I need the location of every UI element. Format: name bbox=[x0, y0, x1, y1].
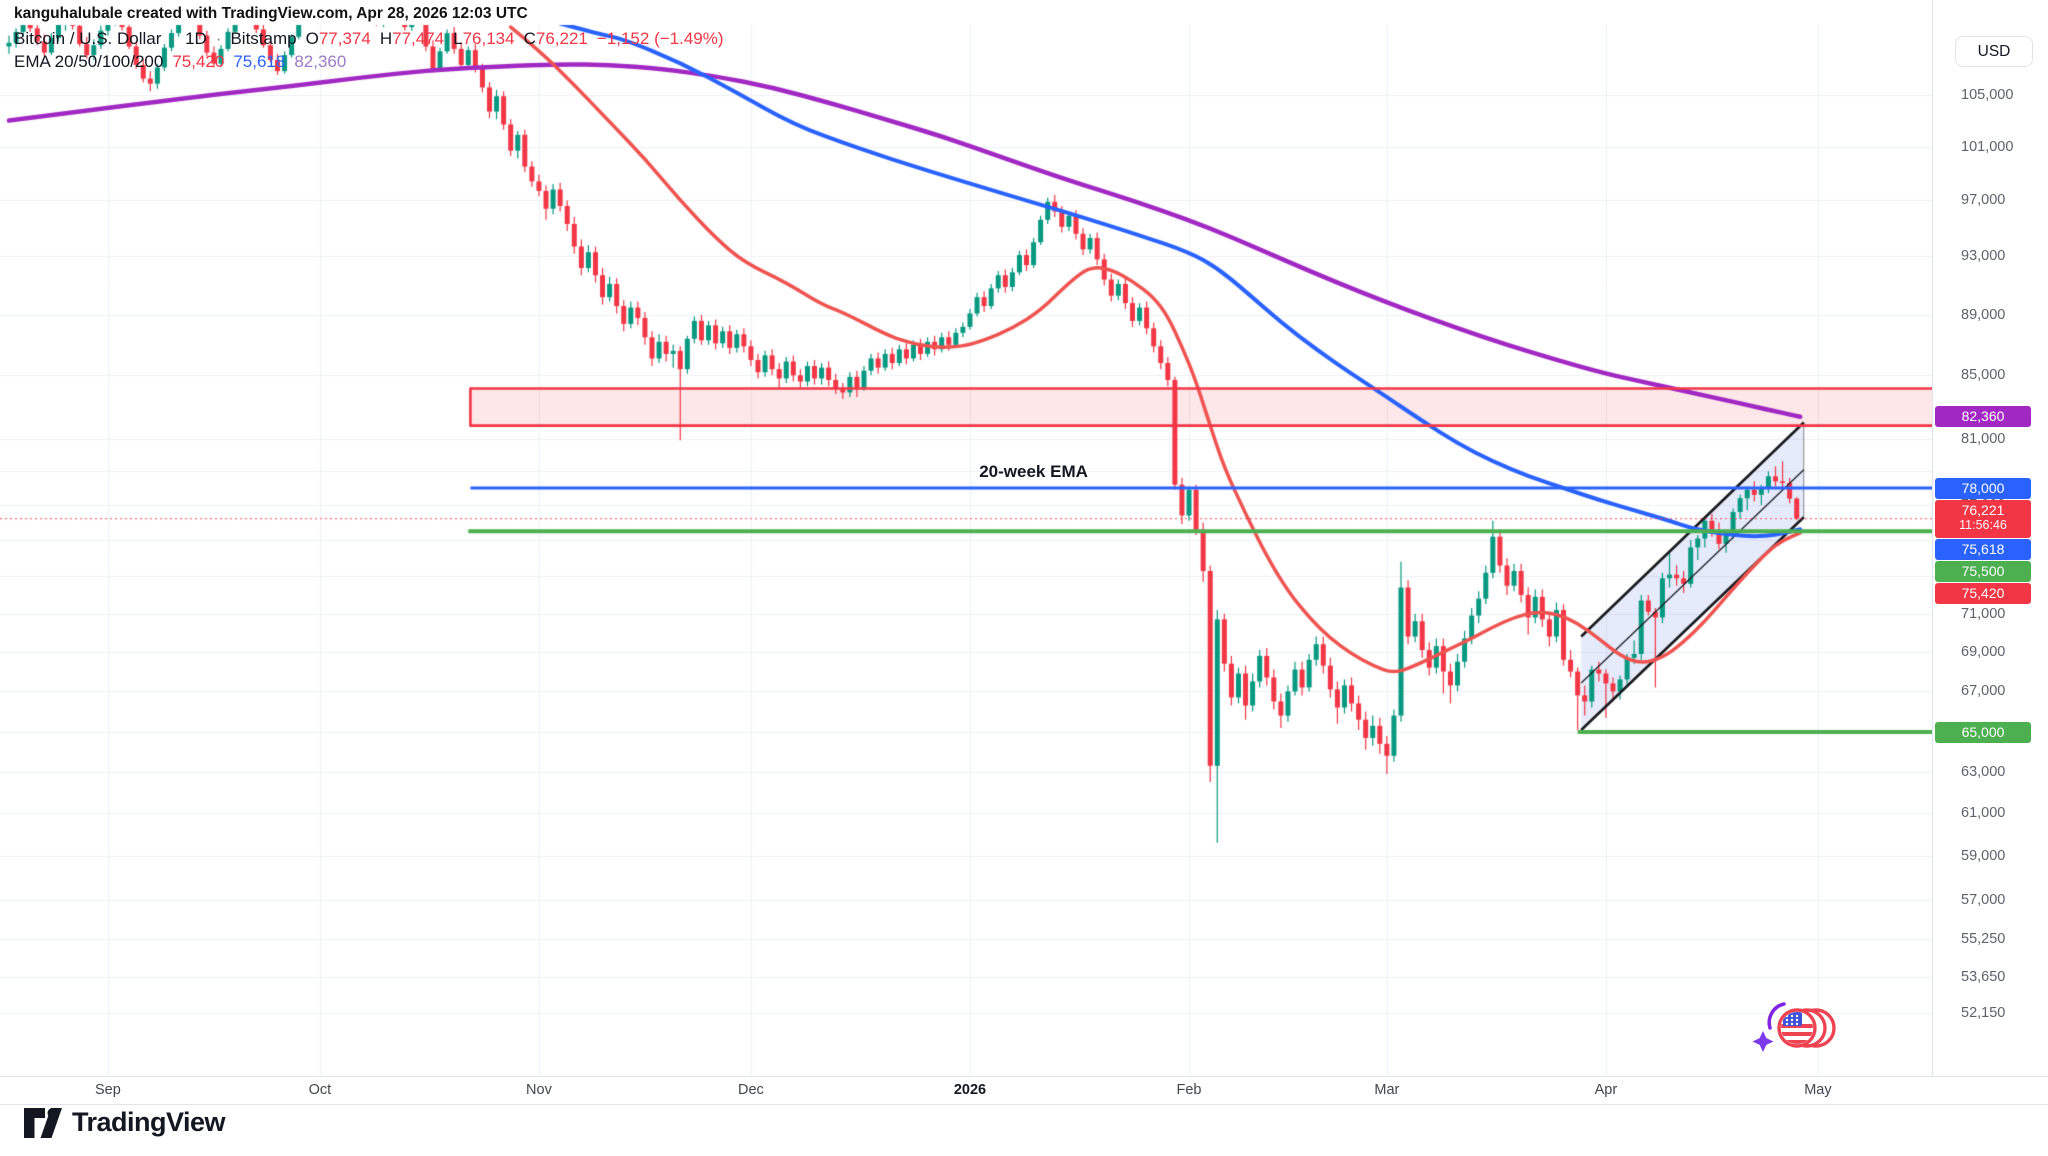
price-tick: 55,250 bbox=[1961, 931, 2006, 948]
ema-value-200: 82,360 bbox=[294, 52, 347, 71]
ohlc-low: L76,134 bbox=[453, 29, 515, 48]
ema-value-100: 75,618 bbox=[233, 52, 286, 71]
price-axis[interactable]: USD 105,000 101,000 97,000 93,000 89,000 85,0… bbox=[1932, 0, 2048, 1103]
ema-value-20: 75,420 bbox=[172, 52, 225, 71]
watermark: kanguhalubale created with TradingView.c… bbox=[14, 5, 528, 22]
time-axis-label-Mar: Mar bbox=[1374, 1082, 1400, 1098]
price-tick: 101,000 bbox=[1961, 138, 2014, 155]
time-axis-label-Sep: Sep bbox=[95, 1082, 121, 1098]
price-tick: 57,000 bbox=[1961, 891, 2006, 908]
price-tick: 97,000 bbox=[1961, 192, 2006, 209]
price-label-82360: 82,360 bbox=[1935, 406, 2031, 428]
legend-symbol-row[interactable]: Bitcoin / U.S. Dollar · 1D · Bitstamp O7… bbox=[14, 29, 724, 52]
ohlc-open: O77,374 bbox=[305, 29, 371, 48]
price-tick: 69,000 bbox=[1961, 643, 2006, 660]
legend: Bitcoin / U.S. Dollar · 1D · Bitstamp O7… bbox=[14, 29, 724, 75]
price-tick: 53,650 bbox=[1961, 968, 2006, 985]
price-label-75618: 75,618 bbox=[1935, 538, 2031, 560]
change-value: −1,152 (−1.49%) bbox=[596, 29, 724, 48]
time-axis-label-Apr: Apr bbox=[1594, 1082, 1618, 1098]
price-tick: 81,000 bbox=[1961, 430, 2006, 447]
time-axis-label-Feb: Feb bbox=[1176, 1082, 1202, 1098]
price-tick: 85,000 bbox=[1961, 367, 2006, 384]
ohlc-high: H77,474 bbox=[379, 29, 445, 48]
price-tick: 71,000 bbox=[1961, 605, 2006, 622]
price-tick: 105,000 bbox=[1961, 87, 2014, 103]
sparkle-icon bbox=[1752, 1031, 1774, 1052]
ema-label: EMA 20/50/100/200 bbox=[14, 52, 164, 71]
time-axis-label-May: May bbox=[1804, 1082, 1832, 1098]
time-axis-label-Oct: Oct bbox=[308, 1082, 332, 1098]
currency-button[interactable]: USD bbox=[1955, 36, 2033, 67]
price-tick: 59,000 bbox=[1961, 847, 2006, 864]
price-tick: 93,000 bbox=[1961, 248, 2006, 265]
annotation-20-week-ema[interactable]: 20-week EMA bbox=[979, 462, 1088, 482]
price-tick: 67,000 bbox=[1961, 683, 2006, 700]
separator: · bbox=[170, 29, 177, 48]
tradingview-brand-text: TradingView bbox=[72, 1107, 226, 1137]
price-tick: 63,000 bbox=[1961, 763, 2006, 780]
ohlc-close: C76,221 bbox=[523, 29, 588, 48]
price-label-76221: 76,221 11:56:46 bbox=[1935, 499, 2031, 538]
time-axis-label-Dec: Dec bbox=[738, 1082, 764, 1098]
countdown-timer: 11:56:46 bbox=[1959, 517, 2007, 532]
price-label-75500: 75,500 bbox=[1935, 560, 2031, 582]
price-tick: 52,150 bbox=[1961, 1005, 2006, 1021]
sticker-arc bbox=[1767, 1002, 1786, 1030]
time-axis[interactable]: Sep Oct Nov Dec 2026 Feb Mar Apr May bbox=[0, 1076, 2048, 1105]
price-tick: 61,000 bbox=[1961, 805, 2006, 822]
interval: 1D bbox=[185, 29, 207, 48]
coin-stack-icon bbox=[1777, 1008, 1836, 1048]
exchange: Bitstamp bbox=[230, 29, 297, 48]
price-tick: 89,000 bbox=[1961, 307, 2006, 323]
tradingview-logo-icon bbox=[24, 1107, 62, 1138]
price-label-78000: 78,000 bbox=[1935, 477, 2031, 499]
time-axis-label-Nov: Nov bbox=[526, 1082, 552, 1098]
price-label-75420: 75,420 bbox=[1935, 582, 2031, 604]
legend-ema-row[interactable]: EMA 20/50/100/200 75,420 75,618 82,360 bbox=[14, 52, 724, 75]
usd-coins-sticker[interactable] bbox=[1746, 998, 1838, 1059]
separator: · bbox=[215, 29, 222, 48]
price-label-65000: 65,000 bbox=[1935, 721, 2031, 743]
time-axis-label-2026: 2026 bbox=[953, 1082, 987, 1098]
tradingview-footer[interactable]: TradingView bbox=[24, 1107, 226, 1138]
symbol-title: Bitcoin / U.S. Dollar bbox=[14, 29, 162, 48]
